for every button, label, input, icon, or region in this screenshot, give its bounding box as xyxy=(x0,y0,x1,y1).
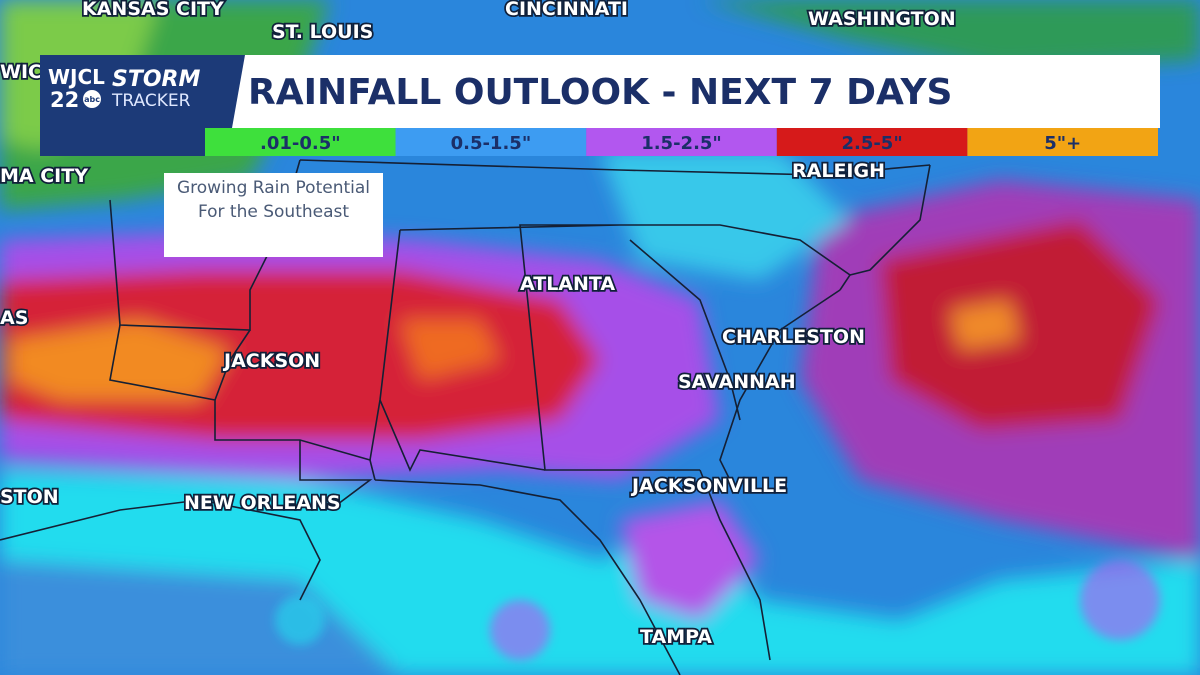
legend-swatch xyxy=(967,128,1158,156)
note-box: Growing Rain Potential For the Southeast xyxy=(164,173,383,257)
legend-swatch xyxy=(586,128,777,156)
note-text: Growing Rain Potential For the Southeast xyxy=(176,178,371,222)
city-labels: KANSAS CITY ST. LOUIS CINCINNATI WASHING… xyxy=(0,0,957,650)
city-label: AS xyxy=(0,307,28,329)
city-label: KANSAS CITY xyxy=(82,0,224,20)
legend-spacer xyxy=(40,128,205,156)
legend-swatch xyxy=(776,128,968,156)
city-label: JACKSONVILLE xyxy=(630,475,787,497)
logo-station: WJCL xyxy=(48,65,105,89)
city-label: CINCINNATI xyxy=(505,0,628,20)
city-label: JACKSON xyxy=(222,350,320,372)
legend-label: 1.5-2.5" xyxy=(641,133,722,154)
city-label: SAVANNAH xyxy=(678,371,796,393)
legend-label: 0.5-1.5" xyxy=(451,133,532,154)
logo-box xyxy=(40,55,245,128)
title: RAINFALL OUTLOOK - NEXT 7 DAYS xyxy=(248,72,952,113)
logo-brand-bottom: TRACKER xyxy=(111,91,191,111)
note-wrap: Growing Rain Potential For the Southeast xyxy=(176,178,371,222)
city-label: MA CITY xyxy=(0,165,88,187)
legend-label: .01-0.5" xyxy=(260,133,341,154)
legend: .01-0.5" 0.5-1.5" 1.5-2.5" 2.5-5" 5"+ xyxy=(205,128,1158,156)
header: RAINFALL OUTLOOK - NEXT 7 DAYS WJCL 22 a… xyxy=(40,55,1160,156)
logo-network: abc xyxy=(84,95,100,104)
note-background xyxy=(164,173,383,257)
state-borders xyxy=(0,159,931,675)
legend-swatch xyxy=(205,128,396,156)
city-label: ATLANTA xyxy=(520,273,615,295)
city-label: ST. LOUIS xyxy=(272,21,373,43)
title-bar xyxy=(230,55,1160,128)
city-label: STON xyxy=(0,486,59,508)
logo-channel: 22 xyxy=(50,88,79,112)
city-label: NEW ORLEANS xyxy=(184,492,341,514)
city-label: TAMPA xyxy=(640,626,712,648)
legend-label: 2.5-5" xyxy=(841,133,902,154)
city-label: CHARLESTON xyxy=(722,326,865,348)
legend-swatch xyxy=(395,128,587,156)
city-label: RALEIGH xyxy=(792,160,885,182)
logo-brand-top: STORM xyxy=(112,67,200,92)
abc-circle xyxy=(83,90,101,108)
city-label: WASHINGTON xyxy=(808,8,956,30)
legend-label: 5"+ xyxy=(1044,133,1081,154)
